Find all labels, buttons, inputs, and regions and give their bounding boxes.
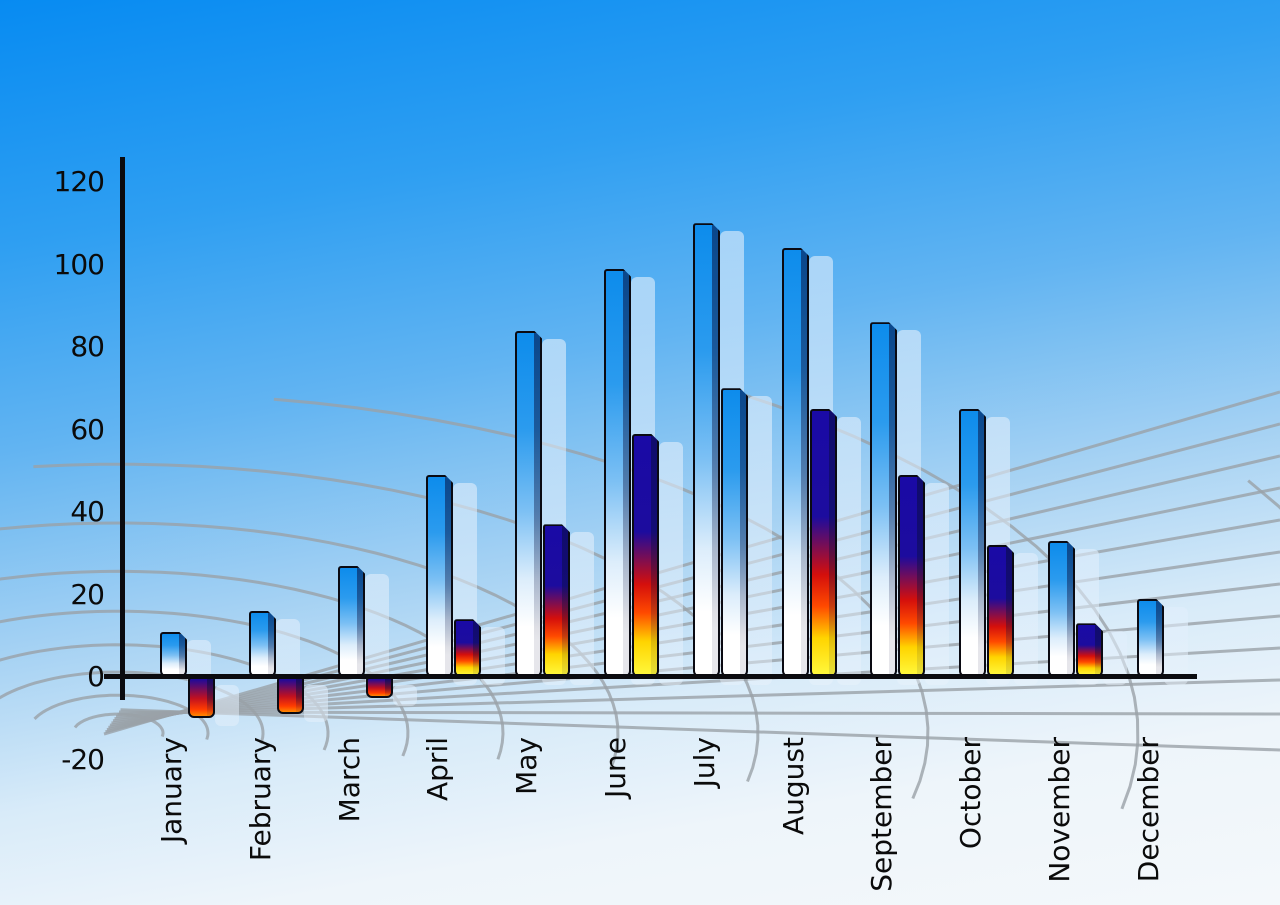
bar-3d-shadow (570, 532, 594, 685)
bar-side-face (357, 568, 363, 675)
bar-side-face (740, 390, 746, 675)
bar-august-secondary (810, 409, 837, 677)
bar-may-primary (515, 331, 542, 678)
bar-side-face (712, 225, 718, 675)
bar-march-primary (338, 566, 365, 677)
month-label-september: September (865, 737, 898, 892)
bar-side-face (801, 250, 807, 675)
bar-side-face (829, 411, 835, 675)
bar-january-secondary (188, 677, 215, 719)
bar-3d-shadow (393, 685, 417, 706)
bar-side-face (917, 477, 923, 675)
bar-3d-shadow (659, 441, 683, 685)
bar-side-face (1006, 547, 1012, 675)
bar-side-face (268, 613, 274, 675)
y-tick-label-20: 20 (70, 577, 105, 611)
bar-side-face (296, 679, 302, 713)
y-tick-label-100: 100 (53, 247, 105, 281)
bar-november-primary (1048, 541, 1075, 677)
bar-june-primary (604, 269, 631, 677)
bar-3d-shadow (925, 482, 949, 685)
grid-line (33, 693, 210, 740)
y-tick-label-0: 0 (87, 660, 105, 693)
bar-side-face (1067, 543, 1073, 675)
x-axis-zero-line (104, 674, 1197, 679)
month-label-october: October (954, 737, 987, 850)
month-label-february: February (244, 737, 277, 862)
bar-3d-shadow (365, 573, 389, 685)
y-axis-line (120, 157, 125, 700)
bar-may-secondary (543, 524, 570, 677)
y-tick-label-60: 60 (70, 412, 105, 446)
bar-3d-shadow (837, 416, 861, 685)
y-tick-label-120: 120 (53, 165, 105, 198)
bar-side-face (207, 679, 213, 717)
bar-july-primary (693, 223, 720, 677)
bar-october-secondary (987, 545, 1014, 677)
bar-3d-shadow (215, 685, 239, 727)
grid-line (1247, 479, 1280, 510)
bar-side-face (978, 411, 984, 675)
month-label-july: July (688, 737, 721, 788)
bar-side-face (445, 477, 451, 675)
month-label-january: January (155, 737, 188, 844)
grid-line (73, 712, 165, 738)
bar-3d-shadow (748, 396, 772, 685)
bar-side-face (562, 526, 568, 675)
month-label-august: August (777, 737, 810, 835)
bar-side-face (651, 436, 657, 675)
y-tick-label-40: 40 (70, 495, 105, 528)
bar-3d-shadow (1014, 553, 1038, 685)
month-label-june: June (599, 737, 632, 798)
bar-side-face (889, 324, 895, 675)
bar-side-face (473, 621, 479, 675)
month-label-may: May (510, 737, 543, 795)
bar-side-face (623, 271, 629, 675)
bar-april-secondary (454, 619, 481, 677)
bar-april-primary (426, 475, 453, 677)
month-label-november: November (1043, 737, 1076, 883)
bar-november-secondary (1076, 623, 1103, 677)
bar-side-face (534, 333, 540, 676)
y-tick-label--20: -20 (61, 742, 105, 776)
bar-side-face (1095, 625, 1101, 675)
bar-february-secondary (277, 677, 304, 715)
bar-3d-shadow (304, 685, 328, 723)
bar-august-primary (782, 248, 809, 677)
bar-december-primary (1137, 599, 1164, 677)
bar-january-primary (160, 632, 187, 677)
month-label-march: March (333, 737, 366, 823)
bar-september-primary (870, 322, 897, 677)
bar-october-primary (959, 409, 986, 677)
bar-february-primary (249, 611, 276, 677)
y-tick-label-80: 80 (70, 330, 105, 363)
bar-side-face (385, 679, 391, 696)
month-label-april: April (421, 737, 454, 801)
bar-september-secondary (898, 475, 925, 677)
bar-march-secondary (366, 677, 393, 698)
month-label-december: December (1132, 737, 1165, 883)
bar-side-face (1156, 601, 1162, 675)
bar-side-face (179, 634, 185, 675)
bar-july-secondary (721, 388, 748, 677)
bar-3d-shadow (1164, 606, 1188, 685)
bar-june-secondary (632, 434, 659, 677)
